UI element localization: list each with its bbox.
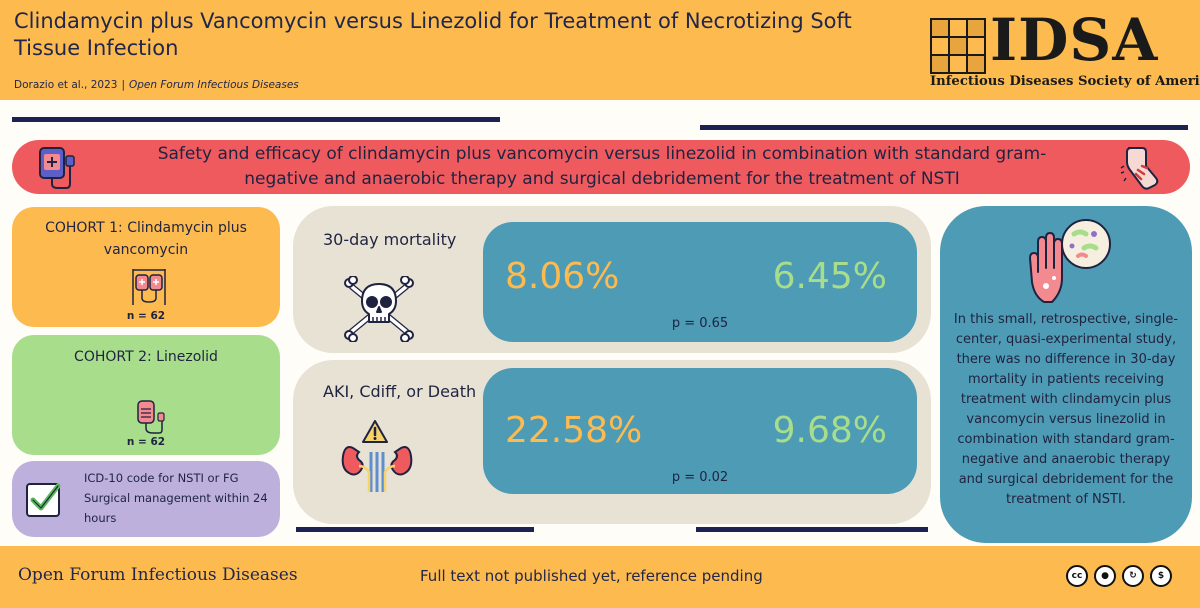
outcome-mortality-panel: 30-day mortality 8.06% 6.45% p = 0.65 [293,206,931,353]
footer: Open Forum Infectious Diseases Full text… [0,546,1200,608]
outcome-composite-label: AKI, Cdiff, or Death [323,382,477,401]
outcome-composite-panel: AKI, Cdiff, or Death 22.58% 9.68% p = 0.… [293,360,931,524]
journal-name: Open Forum Infectious Diseases [129,79,299,91]
outcome-composite-results: 22.58% 9.68% p = 0.02 [483,368,917,494]
cohort-1-composite-value: 22.58% [505,410,643,451]
cohort-2-title: COHORT 2: Linezolid [74,349,218,365]
authors: Dorazio et al., 2023 [14,79,118,91]
cohort-1-title: COHORT 1: Clindamycin plus vancomycin [45,220,247,258]
divider-bottom-left [296,527,534,532]
conclusion-panel: In this small, retrospective, single-cen… [940,206,1192,543]
cohort-1-n: n = 62 [126,310,166,322]
inclusion-criteria-card: ICD-10 code for NSTI or FG Surgical mana… [12,461,280,537]
divider-bottom-right [696,527,928,532]
iv-bag-icon [39,147,75,189]
separator: | [121,79,125,91]
footer-journal-name: Open Forum Infectious Diseases [18,565,298,585]
iv-bag-icon [137,400,165,434]
nc-icon: $ [1150,565,1172,587]
skull-crossbones-icon [344,276,414,342]
criteria-item: Surgical management within 24 hours [84,491,268,525]
cohort-2-card: COHORT 2: Linezolid n = 62 [12,335,280,455]
criteria-item: ICD-10 code for NSTI or FG [84,471,239,485]
header: Clindamycin plus Vancomycin versus Linez… [0,0,1200,100]
cohort-1-mortality-value: 8.06% [505,256,620,297]
logo-collage-icon [930,18,986,74]
kidney-warning-icon [341,420,413,492]
cohort-2-composite-value: 9.68% [772,410,887,451]
leg-injury-icon [1120,147,1159,190]
objective-text: Safety and efficacy of clindamycin plus … [157,144,1047,189]
citation: Dorazio et al., 2023 | Open Forum Infectio… [14,79,299,91]
conclusion-text: In this small, retrospective, single-cen… [953,312,1179,507]
criteria-list: ICD-10 code for NSTI or FG Surgical mana… [84,468,274,528]
sa-icon: ↻ [1122,565,1144,587]
cohort-1-card: COHORT 1: Clindamycin plus vancomycin n … [12,207,280,327]
outcome-mortality-results: 8.06% 6.45% p = 0.65 [483,222,917,342]
cohort-2-n: n = 62 [126,436,166,448]
idsa-logo: IDSA Infectious Diseases Society of Amer… [930,8,1200,94]
cohort-2-mortality-value: 6.45% [772,256,887,297]
outcome-mortality-label: 30-day mortality [323,230,457,249]
checkbox-icon [26,483,61,517]
page-title: Clindamycin plus Vancomycin versus Linez… [14,9,852,60]
by-icon: ● [1094,565,1116,587]
divider-top-right [700,125,1188,130]
objective-banner: Safety and efficacy of clindamycin plus … [12,140,1190,194]
logo-subtitle: Infectious Diseases Society of America [930,74,1200,89]
footer-note: Full text not published yet, reference p… [420,567,763,585]
iv-bags-icon [132,269,166,305]
logo-text: IDSA [990,6,1159,74]
composite-p-value: p = 0.02 [671,470,729,485]
hand-bacteria-icon [1029,219,1111,303]
mortality-p-value: p = 0.65 [671,316,729,331]
divider-top-left [12,117,500,122]
cc-icon: cc [1066,565,1088,587]
